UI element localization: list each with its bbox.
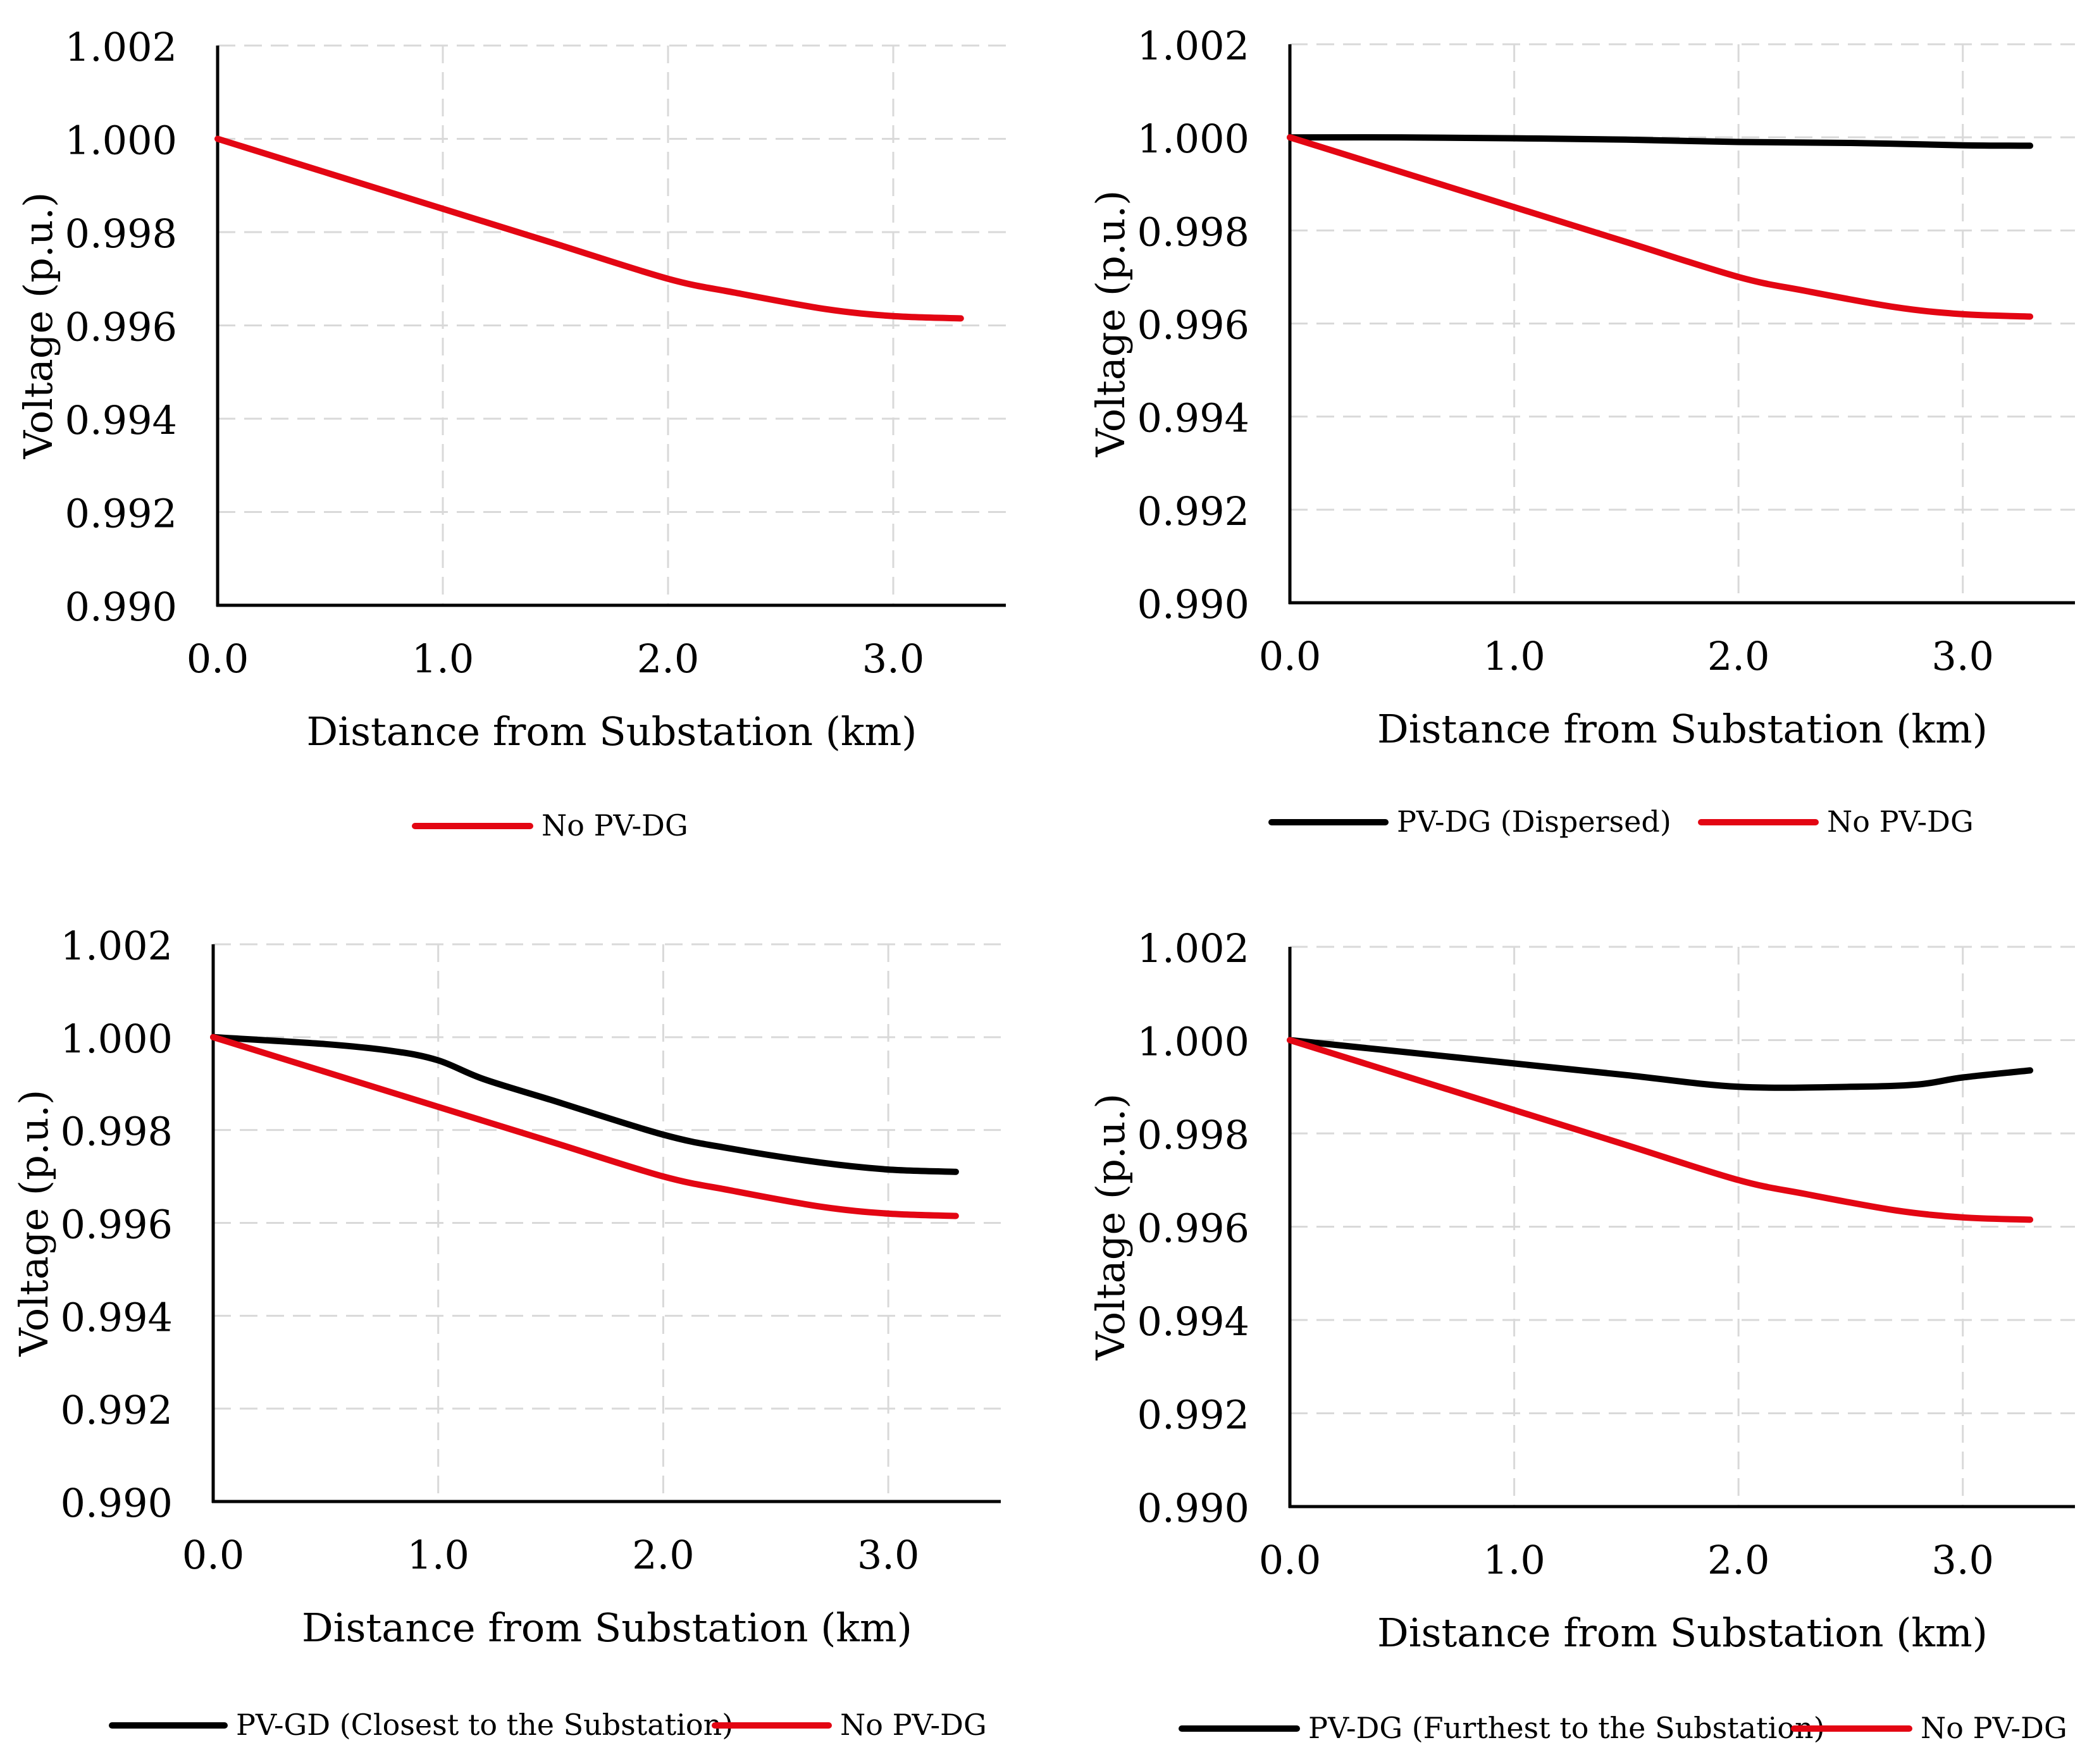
gridlines bbox=[218, 44, 1006, 605]
legend-label: PV-DG (Dispersed) bbox=[1397, 805, 1671, 839]
series-line-pv-dg-dispersed bbox=[1287, 134, 2034, 149]
y-tick-label: 0.990 bbox=[65, 584, 178, 630]
y-tick-label: 1.002 bbox=[61, 923, 173, 969]
chart-panel-4: 0.990 0.992 0.994 0.996 0.998 1.000 1.002 0.0 1.… bbox=[1087, 925, 2075, 1745]
y-tick-label: 0.998 bbox=[1137, 1112, 1250, 1158]
y-tick-label: 1.000 bbox=[1137, 116, 1250, 162]
x-tick-label: 2.0 bbox=[1707, 633, 1770, 679]
y-tick-label: 1.000 bbox=[65, 118, 178, 164]
y-axis-title: Voltage (p.u.) bbox=[1087, 1094, 1134, 1361]
chart-panel-1: 0.990 0.992 0.994 0.996 0.998 1.000 1.002 0.0 1.… bbox=[15, 24, 1006, 842]
x-tick-label: 1.0 bbox=[412, 636, 474, 682]
y-axis-title: Voltage (p.u.) bbox=[11, 1090, 57, 1357]
x-tick-label: 0.0 bbox=[187, 636, 249, 682]
y-tick-label: 0.992 bbox=[1137, 1392, 1250, 1438]
legend: PV-GD (Closest to the Substation) No PV-D… bbox=[109, 1708, 987, 1742]
x-axis-title: Distance from Substation (km) bbox=[307, 708, 917, 755]
series-line-no-pv-dg bbox=[1287, 1037, 2034, 1223]
legend: No PV-DG bbox=[412, 808, 688, 842]
x-tick-label: 2.0 bbox=[632, 1532, 695, 1578]
legend: PV-DG (Dispersed) No PV-DG bbox=[1268, 805, 1974, 839]
y-tick-label: 0.994 bbox=[65, 397, 178, 443]
y-tick-label: 0.992 bbox=[65, 491, 178, 537]
y-tick-label: 1.000 bbox=[61, 1016, 173, 1062]
y-tick-label: 0.996 bbox=[1137, 1206, 1250, 1252]
x-tick-label: 3.0 bbox=[857, 1532, 920, 1578]
chart-panel-3: 0.990 0.992 0.994 0.996 0.998 1.000 1.002 0.0 1.… bbox=[11, 923, 1001, 1742]
y-tick-label: 0.998 bbox=[65, 211, 178, 257]
legend-label: No PV-DG bbox=[1827, 805, 1974, 839]
y-tick-label: 0.996 bbox=[1137, 302, 1250, 348]
legend-label: PV-GD (Closest to the Substation) bbox=[236, 1708, 733, 1742]
legend-label: No PV-DG bbox=[840, 1708, 987, 1742]
series-line-pv-gd-closest-to-the-substation bbox=[210, 1033, 959, 1175]
x-tick-label: 0.0 bbox=[1259, 633, 1322, 679]
y-tick-label: 0.996 bbox=[61, 1202, 173, 1248]
gridlines bbox=[1290, 43, 2075, 603]
y-tick-label: 0.996 bbox=[65, 304, 178, 350]
x-axis-title: Distance from Substation (km) bbox=[302, 1605, 912, 1651]
gridlines bbox=[1290, 946, 2075, 1507]
y-tick-label: 1.000 bbox=[1137, 1019, 1250, 1065]
x-tick-label: 3.0 bbox=[1931, 1537, 1994, 1583]
x-tick-label: 2.0 bbox=[1707, 1537, 1770, 1583]
x-tick-label: 3.0 bbox=[1931, 633, 1994, 679]
x-tick-label: 1.0 bbox=[407, 1532, 469, 1578]
x-axis-title: Distance from Substation (km) bbox=[1377, 1610, 1988, 1656]
legend-label: PV-DG (Furthest to the Substation) bbox=[1308, 1711, 1825, 1745]
x-tick-label: 0.0 bbox=[182, 1532, 245, 1578]
y-tick-label: 0.992 bbox=[1137, 488, 1250, 534]
legend-label: No PV-DG bbox=[542, 808, 688, 842]
legend-label: No PV-DG bbox=[1921, 1711, 2067, 1745]
series-line-pv-dg-furthest-to-the-substation bbox=[1287, 1037, 2034, 1091]
y-tick-label: 0.998 bbox=[61, 1109, 173, 1155]
y-tick-label: 0.994 bbox=[1137, 1298, 1250, 1345]
y-tick-label: 0.990 bbox=[1137, 1485, 1250, 1531]
y-axis-title: Voltage (p.u.) bbox=[1087, 190, 1134, 458]
series-line-no-pv-dg bbox=[210, 1033, 959, 1219]
y-tick-label: 0.994 bbox=[61, 1294, 173, 1340]
gridlines bbox=[213, 943, 1001, 1502]
x-tick-label: 2.0 bbox=[637, 636, 700, 682]
y-tick-label: 1.002 bbox=[1137, 23, 1250, 69]
x-tick-label: 0.0 bbox=[1259, 1537, 1322, 1583]
y-tick-label: 0.994 bbox=[1137, 395, 1250, 441]
y-tick-label: 1.002 bbox=[1137, 925, 1250, 971]
x-axis-title: Distance from Substation (km) bbox=[1377, 706, 1988, 752]
series-line-no-pv-dg bbox=[1287, 134, 2034, 320]
y-tick-label: 1.002 bbox=[65, 24, 178, 70]
y-tick-label: 0.990 bbox=[61, 1480, 173, 1526]
x-tick-label: 1.0 bbox=[1483, 633, 1545, 679]
x-tick-label: 1.0 bbox=[1483, 1537, 1545, 1583]
y-tick-label: 0.992 bbox=[61, 1387, 173, 1433]
y-tick-label: 0.998 bbox=[1137, 209, 1250, 255]
series-line-no-pv-dg bbox=[214, 135, 964, 322]
y-tick-label: 0.990 bbox=[1137, 581, 1250, 627]
chart-panel-2: 0.990 0.992 0.994 0.996 0.998 1.000 1.002 0.0 1.… bbox=[1087, 23, 2075, 839]
y-axis-title: Voltage (p.u.) bbox=[15, 192, 61, 460]
x-tick-label: 3.0 bbox=[862, 636, 925, 682]
legend: PV-DG (Furthest to the Substation) No PV-… bbox=[1179, 1711, 2067, 1745]
